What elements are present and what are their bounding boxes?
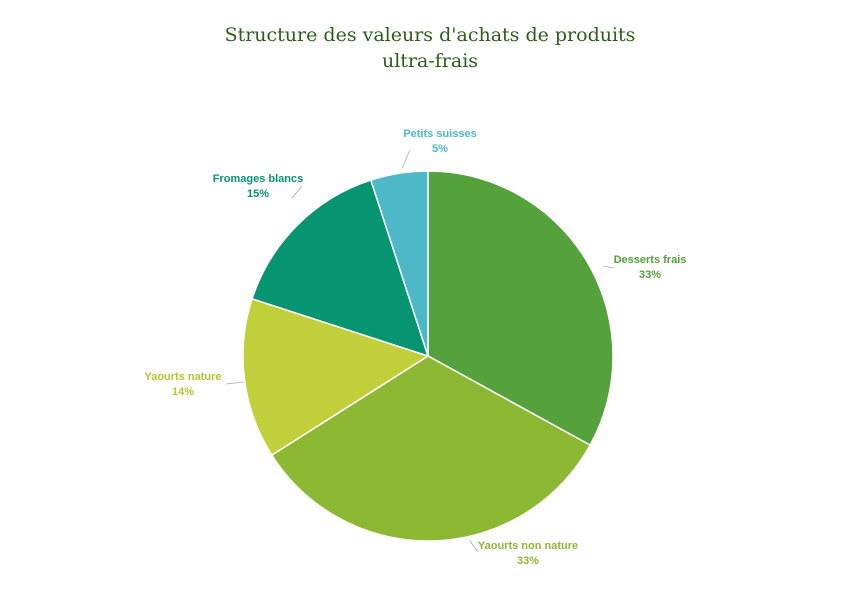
slice-value-petits-suisses: 5% (432, 143, 448, 155)
pie-slice-fromages-blancs (251, 179, 430, 358)
pie-slice-yaourts-nature (242, 297, 430, 457)
slice-value-yaourts-nature: 14% (172, 386, 194, 398)
leader-line-yaourts-non-nature (469, 540, 479, 553)
chart-title: Structure des valeurs d'achats de produi… (0, 22, 860, 74)
slice-label-desserts-frais: Desserts frais (614, 254, 687, 266)
leader-line-yaourts-nature (225, 381, 245, 385)
pie-slice-yaourts-non-nature (270, 355, 592, 542)
pie-slice-desserts-frais (427, 170, 614, 447)
leader-line-desserts-frais (602, 265, 615, 269)
slice-label-yaourts-nature: Yaourts nature (144, 371, 221, 383)
pie-slice-petits-suisses (369, 170, 429, 357)
slice-label-fromages-blancs: Fromages blancs (213, 173, 303, 185)
leader-line-fromages-blancs (291, 185, 303, 199)
chart-title-line-2: ultra-frais (381, 50, 479, 72)
slice-value-yaourts-non-nature: 33% (517, 555, 539, 567)
slice-label-yaourts-non-nature: Yaourts non nature (478, 540, 578, 552)
slice-value-fromages-blancs: 15% (247, 188, 269, 200)
slice-label-petits-suisses: Petits suisses (403, 128, 476, 140)
leader-line-petits-suisses (401, 149, 411, 169)
chart-title-line-1: Structure des valeurs d'achats de produi… (224, 24, 636, 46)
slice-value-desserts-frais: 33% (639, 269, 661, 281)
